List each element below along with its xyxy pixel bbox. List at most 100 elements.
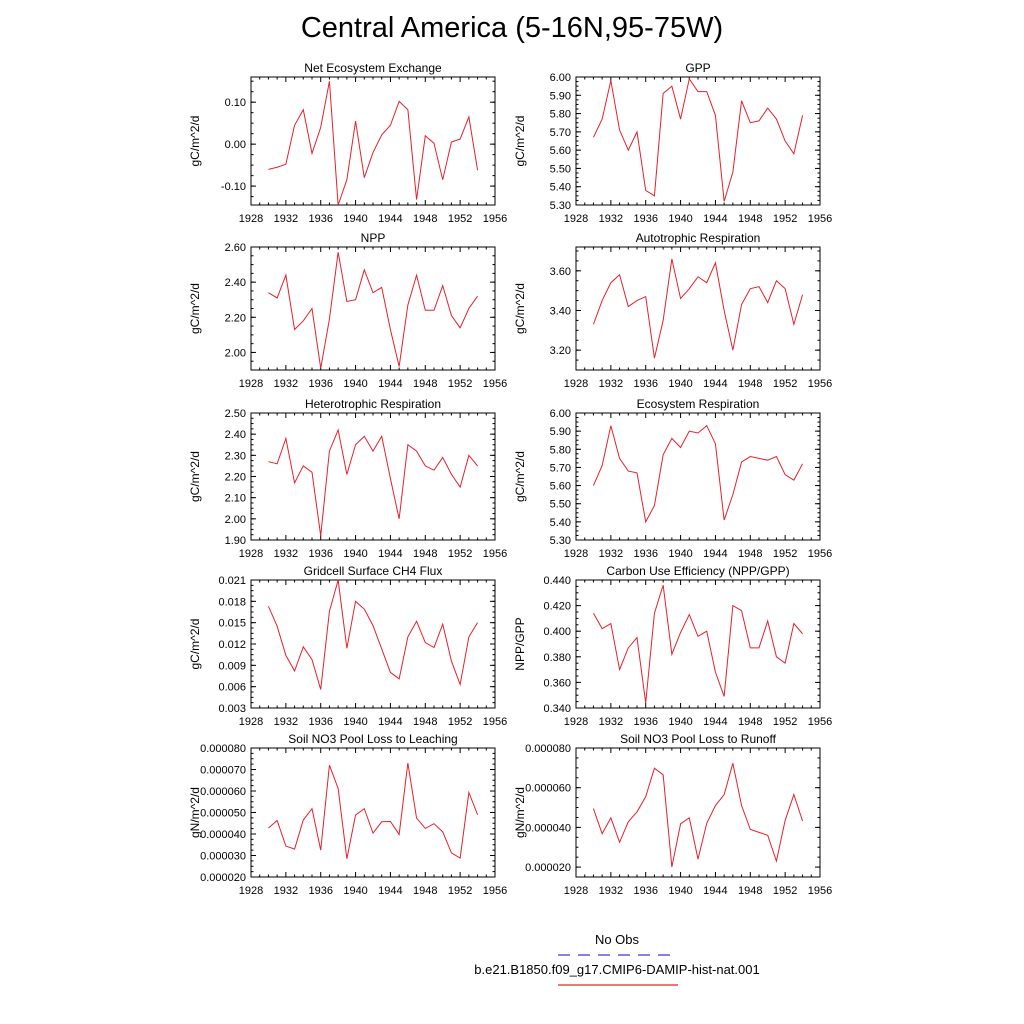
x-tick-label: 1940 — [343, 716, 367, 728]
x-tick-label: 1932 — [274, 716, 298, 728]
x-tick-label: 1928 — [239, 213, 263, 225]
y-tick-label: 5.50 — [550, 499, 571, 511]
x-tick-label: 1952 — [448, 378, 472, 390]
y-tick-label: 1.90 — [225, 535, 246, 547]
x-tick-label: 1948 — [738, 716, 762, 728]
y-tick-label: 0.000060 — [525, 783, 571, 795]
x-tick-label: 1956 — [808, 378, 832, 390]
x-tick-label: 1940 — [343, 213, 367, 225]
series-line — [268, 252, 478, 369]
y-tick-label: 5.70 — [550, 462, 571, 474]
x-tick-label: 1928 — [564, 213, 588, 225]
series-line — [592, 424, 804, 524]
y-tick-label: 0.015 — [218, 618, 246, 630]
y-axis-label: gN/m^2/d — [188, 787, 202, 838]
y-tick-label: 0.000020 — [200, 872, 246, 884]
y-tick-label: 0.018 — [218, 596, 246, 608]
y-tick-label: 0.000080 — [200, 743, 246, 755]
y-tick-label: 2.00 — [225, 514, 246, 526]
x-tick-label: 1928 — [239, 885, 263, 897]
y-tick-label: 5.80 — [550, 444, 571, 456]
plot-frame — [575, 579, 821, 709]
series-line — [592, 258, 804, 359]
panel-title: Soil NO3 Pool Loss to Leaching — [288, 732, 457, 746]
y-tick-label: 0.000070 — [200, 765, 246, 777]
x-tick-label: 1944 — [703, 885, 727, 897]
x-tick-label: 1948 — [413, 885, 437, 897]
y-tick-label: 0.000040 — [525, 822, 571, 834]
x-tick-label: 1936 — [308, 213, 332, 225]
x-tick-label: 1956 — [808, 548, 832, 560]
x-tick-label: 1948 — [413, 378, 437, 390]
plot-frame — [575, 246, 821, 371]
y-tick-label: 0.003 — [218, 703, 246, 715]
x-tick-label: 1956 — [483, 716, 507, 728]
y-tick-label: 5.40 — [550, 517, 571, 529]
y-axis-label: gC/m^2/d — [188, 283, 202, 334]
y-tick-label: 2.10 — [225, 493, 246, 505]
x-tick-label: 1948 — [738, 213, 762, 225]
plot-frame — [250, 412, 496, 541]
panel-title: Autotrophic Respiration — [636, 231, 761, 245]
x-tick-label: 1944 — [378, 716, 402, 728]
panel-net-ecosystem-exchange: Net Ecosystem Exchange gC/m^2/d 1928 1932 19… — [188, 61, 507, 225]
x-tick-label: 1928 — [564, 548, 588, 560]
y-axis-label: gN/m^2/d — [513, 787, 527, 838]
x-tick-label: 1956 — [483, 213, 507, 225]
x-tick-label: 1940 — [668, 885, 692, 897]
y-tick-label: 0.10 — [225, 97, 246, 109]
y-tick-label: 0.000020 — [525, 862, 571, 874]
x-tick-label: 1944 — [703, 716, 727, 728]
x-tick-label: 1936 — [633, 548, 657, 560]
y-tick-label: 2.50 — [225, 408, 246, 420]
plot-frame — [250, 246, 496, 371]
y-tick-label: 2.30 — [225, 450, 246, 462]
x-tick-label: 1932 — [274, 885, 298, 897]
x-tick-label: 1944 — [378, 548, 402, 560]
x-tick-label: 1936 — [633, 378, 657, 390]
x-tick-label: 1936 — [633, 885, 657, 897]
x-tick-label: 1936 — [633, 213, 657, 225]
x-tick-label: 1940 — [343, 885, 367, 897]
panel-title: Ecosystem Respiration — [637, 397, 760, 411]
y-tick-label: 5.70 — [550, 127, 571, 139]
series-line — [267, 579, 478, 690]
x-tick-label: 1956 — [808, 885, 832, 897]
y-tick-label: 3.40 — [550, 305, 571, 317]
x-tick-label: 1948 — [413, 213, 437, 225]
series-line — [268, 81, 479, 206]
x-tick-label: 1952 — [448, 885, 472, 897]
series-line — [592, 77, 804, 202]
y-tick-label: 2.40 — [225, 429, 246, 441]
panel-ecosystem-respiration: Ecosystem Respiration gC/m^2/d 1928 1932 193… — [513, 397, 832, 560]
y-tick-label: 0.009 — [218, 660, 246, 672]
y-tick-label: 6.00 — [550, 408, 571, 420]
x-tick-label: 1928 — [564, 378, 588, 390]
y-tick-label: 0.000060 — [200, 786, 246, 798]
x-tick-label: 1944 — [703, 378, 727, 390]
x-tick-label: 1948 — [738, 548, 762, 560]
x-tick-label: 1932 — [599, 378, 623, 390]
x-tick-label: 1928 — [239, 378, 263, 390]
y-tick-label: 0.00 — [225, 139, 246, 151]
x-tick-label: 1952 — [773, 548, 797, 560]
x-tick-label: 1932 — [599, 885, 623, 897]
x-tick-label: 1952 — [448, 548, 472, 560]
y-tick-label: 0.440 — [543, 575, 571, 587]
y-tick-label: 0.000050 — [200, 808, 246, 820]
y-tick-label: 3.20 — [550, 345, 571, 357]
y-tick-label: 5.30 — [550, 200, 571, 212]
x-tick-label: 1944 — [378, 885, 402, 897]
y-tick-label: 0.000080 — [525, 743, 571, 755]
x-tick-label: 1948 — [413, 716, 437, 728]
y-tick-label: 5.40 — [550, 182, 571, 194]
y-tick-label: 5.30 — [550, 535, 571, 547]
panel-autotrophic-respiration: Autotrophic Respiration gC/m^2/d 1928 1932 1… — [513, 231, 832, 390]
x-tick-label: 1956 — [483, 378, 507, 390]
x-tick-label: 1956 — [483, 885, 507, 897]
series-line — [592, 584, 803, 703]
x-tick-label: 1932 — [599, 716, 623, 728]
panel-soil-no3-pool-loss-to-leaching: Soil NO3 Pool Loss to Leaching gN/m^2/d 19… — [188, 732, 507, 897]
y-axis-label: gC/m^2/d — [188, 451, 202, 502]
